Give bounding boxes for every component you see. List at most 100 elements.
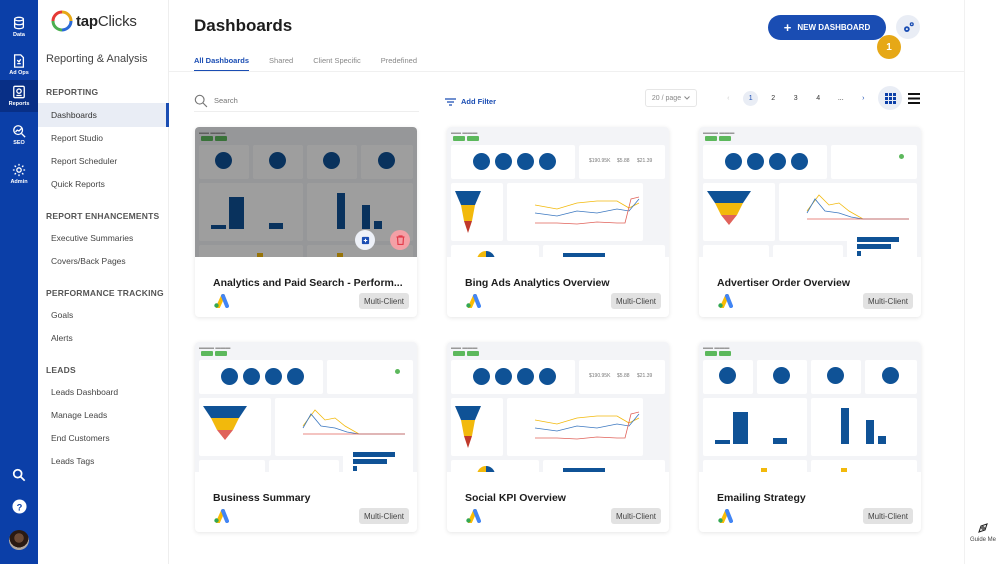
thumb-panel [451, 145, 575, 179]
thumb-panel [703, 460, 807, 472]
global-search-button[interactable] [0, 466, 38, 484]
rail-label: Admin [10, 179, 28, 185]
thumb-tag [215, 351, 227, 356]
prev-page-button[interactable]: ‹ [727, 94, 730, 102]
thumb-panel [343, 442, 413, 472]
group-label-report-enhancements: REPORT ENHANCEMENTS [46, 211, 160, 221]
list-view-button[interactable] [906, 90, 922, 106]
thumb-panel [507, 183, 643, 241]
dashboard-thumbnail: ▬▬▬ ▬▬▬ [699, 127, 921, 257]
page-button-1[interactable]: 1 [740, 89, 763, 107]
logo-suffix: Clicks [97, 12, 137, 30]
dashboard-thumbnail: ▬▬ ▬▬▬ [699, 342, 921, 472]
nav-item-executive-summaries[interactable]: Executive Summaries [51, 233, 134, 243]
card-tag: Multi-Client [610, 508, 661, 524]
guide-me-button[interactable]: Guide Me [966, 522, 1000, 543]
nav-item-covers-back-pages[interactable]: Covers/Back Pages [51, 256, 126, 266]
page-button-4[interactable]: 4 [816, 94, 821, 102]
rail-label: Reports [8, 101, 30, 107]
thumb-header: ▬▬ ▬▬▬ [199, 130, 226, 136]
thumb-panel: $190.95K $5.88 $21.39 [579, 360, 665, 394]
thumb-tag [215, 136, 227, 141]
notification-badge[interactable]: 1 [877, 35, 901, 59]
nav-item-manage-leads[interactable]: Manage Leads [51, 410, 108, 420]
tab-shared[interactable]: Shared [269, 56, 294, 65]
page-button-2[interactable]: 2 [771, 94, 776, 102]
thumb-panel [811, 360, 861, 394]
dashboard-card[interactable]: ▬▬▬ ▬▬▬ [699, 127, 921, 317]
thumb-value: $21.39 [637, 158, 653, 164]
thumb-panel [361, 145, 413, 179]
thumb-panel [269, 460, 339, 472]
thumb-panel [865, 360, 917, 394]
dashboard-thumbnail: ▬▬▬ ▬▬▬ [195, 342, 417, 472]
search-icon [12, 468, 26, 482]
nav-item-leads-tags[interactable]: Leads Tags [51, 456, 95, 466]
ad-ops-icon [13, 54, 25, 68]
help-button[interactable]: ? [0, 497, 38, 515]
thumb-panel [253, 145, 303, 179]
page-ellipsis[interactable]: ... [837, 94, 844, 102]
grid-view-button[interactable] [878, 86, 902, 110]
tabs-divider [169, 71, 965, 72]
dashboard-card[interactable]: ▬▬ ▬▬▬ Emaili [699, 342, 921, 532]
tab-predefined[interactable]: Predefined [380, 56, 418, 65]
rail-item-admin[interactable]: Admin [0, 155, 38, 193]
nav-item-quick-reports[interactable]: Quick Reports [51, 179, 105, 189]
dashboard-card[interactable]: ▬▬▬ ▬▬▬ [195, 342, 417, 532]
delete-button[interactable] [390, 230, 410, 250]
user-avatar[interactable] [0, 530, 38, 550]
page-button-3[interactable]: 3 [793, 94, 798, 102]
page-size-select[interactable]: 20 / page [645, 89, 697, 107]
nav-item-alerts[interactable]: Alerts [51, 333, 73, 343]
tab-client-specific[interactable]: Client Specific [313, 56, 361, 65]
card-tag: Multi-Client [610, 293, 661, 309]
google-ads-icon [466, 294, 481, 308]
filter-icon [445, 97, 456, 106]
thumb-panel [199, 398, 271, 456]
thumb-header: ▬▬▬ ▬▬▬ [199, 345, 231, 351]
duplicate-button[interactable] [355, 230, 375, 250]
add-filter-button[interactable]: Add Filter [445, 97, 496, 106]
dashboard-card[interactable]: ▬▬ ▬▬▬ $190.95K $5.88 $21.39 [447, 127, 669, 317]
thumb-tag [719, 136, 731, 141]
dashboard-tabs: All Dashboards Shared Client Specific Pr… [194, 56, 437, 72]
thumb-panel [199, 460, 265, 472]
new-dashboard-button[interactable]: + NEW DASHBOARD [768, 15, 886, 40]
thumb-header: ▬▬▬ ▬▬▬ [703, 130, 735, 136]
thumb-panel [543, 460, 665, 472]
thumb-header: ▬▬ ▬▬▬ [703, 345, 730, 351]
settings-button[interactable] [896, 15, 920, 39]
thumb-value: $190.95K [589, 158, 611, 164]
nav-item-leads-dashboard[interactable]: Leads Dashboard [51, 387, 119, 397]
tab-all-dashboards[interactable]: All Dashboards [194, 56, 250, 72]
nav-item-dashboards[interactable]: Dashboards [38, 103, 169, 127]
rail-item-data[interactable]: Data [0, 8, 38, 46]
dashboard-thumbnail: ▬▬ ▬▬▬ $190.95K $5.88 $21.39 [447, 342, 669, 472]
google-ads-icon [466, 509, 481, 523]
thumb-tag [453, 136, 465, 141]
next-page-button[interactable]: › [862, 94, 865, 102]
nav-item-report-scheduler[interactable]: Report Scheduler [51, 156, 118, 166]
trash-icon [396, 235, 404, 245]
nav-item-end-customers[interactable]: End Customers [51, 433, 110, 443]
thumb-tag [467, 351, 479, 356]
thumb-panel [543, 245, 665, 257]
thumb-panel [199, 145, 249, 179]
rail-item-ad-ops[interactable]: Ad Ops [0, 46, 38, 84]
google-ads-icon [214, 294, 229, 308]
nav-item-report-studio[interactable]: Report Studio [51, 133, 103, 143]
page-size-value: 20 / page [651, 94, 682, 102]
rail-item-reports[interactable]: Reports [0, 80, 38, 112]
dashboard-card[interactable]: ▬▬ ▬▬▬ $190.95K $5.88 $21.39 [447, 342, 669, 532]
dashboard-thumbnail: ▬▬ ▬▬▬ $190.95K $5.88 $21.39 [447, 127, 669, 257]
thumb-panel [451, 460, 539, 472]
search-input[interactable] [214, 96, 404, 105]
thumb-header: ▬▬ ▬▬▬ [451, 130, 478, 136]
page-title: Dashboards [194, 16, 293, 35]
dashboard-card[interactable]: ▬▬ ▬▬▬ [195, 127, 417, 317]
thumb-panel [847, 227, 917, 257]
nav-item-goals[interactable]: Goals [51, 310, 74, 320]
rail-item-seo[interactable]: SEO [0, 116, 38, 154]
